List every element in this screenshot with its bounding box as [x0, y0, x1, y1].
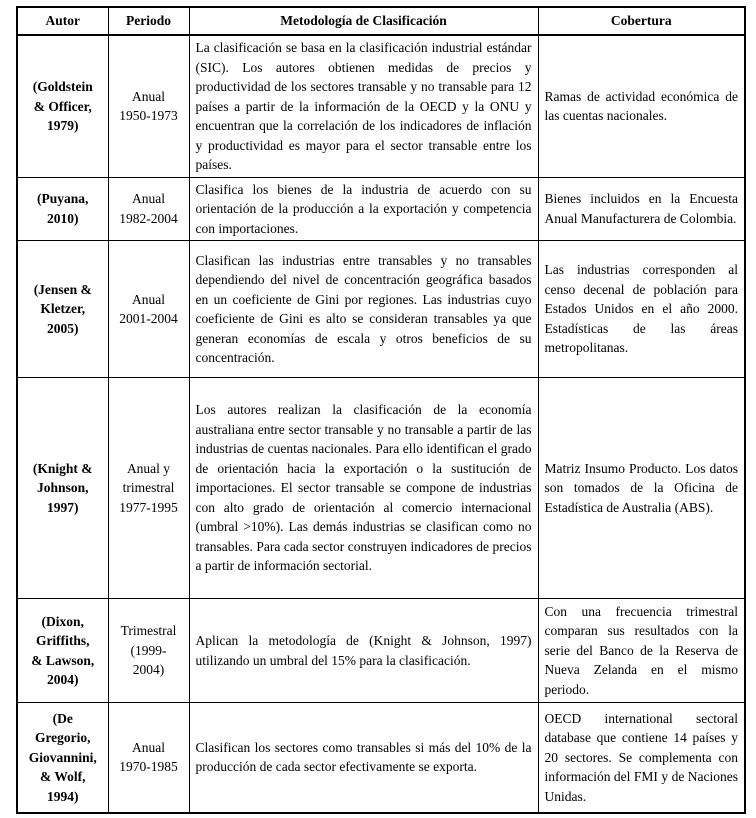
author-cell: (Goldstein & Officer, 1979)	[16, 34, 109, 178]
coverage-cell: Ramas de actividad económica de las cuen…	[537, 34, 746, 178]
methodology-cell: La clasificación se basa en la clasifica…	[188, 34, 539, 178]
classification-methods-table: Autor Periodo Metodología de Clasificaci…	[16, 6, 746, 814]
coverage-cell: Bienes incluidos en la Encuesta Anual Ma…	[537, 176, 746, 241]
author-cell: (Dixon, Griffiths, & Lawson, 2004)	[16, 598, 109, 703]
methodology-cell: Aplican la metodología de (Knight & John…	[188, 598, 539, 703]
methodology-cell: Los autores realizan la clasificación de…	[188, 377, 539, 599]
column-header-periodo: Periodo	[107, 6, 190, 36]
period-cell: Anual y trimestral 1977-1995	[107, 377, 190, 599]
coverage-cell: Con una frecuencia trimestral comparan s…	[537, 598, 746, 703]
period-cell: Anual 1970-1985	[107, 702, 190, 813]
author-cell: (Knight & Johnson, 1997)	[16, 377, 109, 599]
author-cell: (Jensen & Kletzer, 2005)	[16, 240, 109, 378]
period-cell: Anual 2001-2004	[107, 240, 190, 378]
coverage-cell: Las industrias corresponden al censo dec…	[537, 240, 746, 378]
table-row: (Knight & Johnson, 1997) Anual y trimest…	[16, 377, 746, 599]
methodology-cell: Clasifican los sectores como transables …	[188, 702, 539, 813]
table-row: (Jensen & Kletzer, 2005) Anual 2001-2004…	[16, 240, 746, 378]
column-header-autor: Autor	[16, 6, 109, 36]
author-cell: (Puyana, 2010)	[16, 176, 109, 241]
coverage-cell: Matriz Insumo Producto. Los datos son to…	[537, 377, 746, 599]
table-row: (Puyana, 2010) Anual 1982-2004 Clasifica…	[16, 176, 746, 241]
methodology-cell: Clasifica los bienes de la industria de …	[188, 176, 539, 241]
table-row: (De Gregorio, Giovannini, & Wolf, 1994) …	[16, 702, 746, 813]
column-header-metodologia: Metodología de Clasificación	[188, 6, 539, 36]
period-cell: Anual 1982-2004	[107, 176, 190, 241]
column-header-cobertura: Cobertura	[537, 6, 746, 36]
period-cell: Anual 1950-1973	[107, 34, 190, 178]
coverage-cell: OECD international sectoral database que…	[537, 702, 746, 813]
period-cell: Trimestral (1999- 2004)	[107, 598, 190, 703]
table-header-row: Autor Periodo Metodología de Clasificaci…	[16, 6, 746, 36]
table-row: (Dixon, Griffiths, & Lawson, 2004) Trime…	[16, 598, 746, 703]
table-row: (Goldstein & Officer, 1979) Anual 1950-1…	[16, 34, 746, 178]
methodology-cell: Clasifican las industrias entre transabl…	[188, 240, 539, 378]
author-cell: (De Gregorio, Giovannini, & Wolf, 1994)	[16, 702, 109, 813]
